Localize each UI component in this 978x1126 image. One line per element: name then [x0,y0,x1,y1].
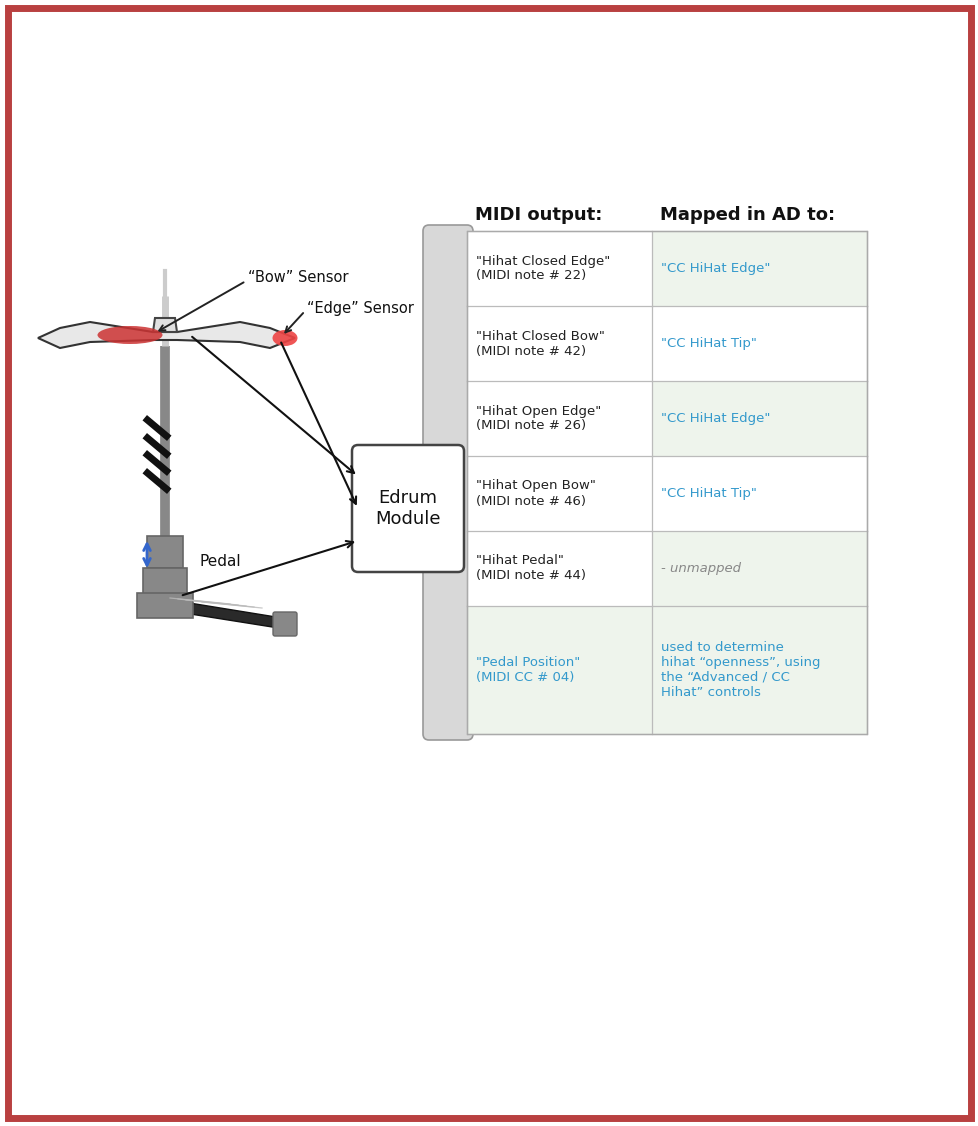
FancyBboxPatch shape [147,536,183,568]
Text: Pedal: Pedal [200,554,242,570]
FancyBboxPatch shape [273,613,296,636]
Text: "Hihat Pedal"
(MIDI note # 44): "Hihat Pedal" (MIDI note # 44) [475,554,586,582]
Text: "Hihat Closed Bow"
(MIDI note # 42): "Hihat Closed Bow" (MIDI note # 42) [475,330,604,357]
FancyBboxPatch shape [137,593,193,618]
Text: "CC HiHat Edge": "CC HiHat Edge" [660,412,770,425]
Text: MIDI output:: MIDI output: [474,206,601,224]
Text: Edrum
Module: Edrum Module [375,489,440,528]
Polygon shape [38,322,294,348]
Text: “Edge” Sensor: “Edge” Sensor [307,301,414,315]
FancyBboxPatch shape [422,225,472,740]
Text: "Hihat Open Edge"
(MIDI note # 26): "Hihat Open Edge" (MIDI note # 26) [475,404,600,432]
FancyBboxPatch shape [467,231,651,306]
Polygon shape [140,595,285,629]
FancyBboxPatch shape [467,381,651,456]
FancyBboxPatch shape [651,381,867,456]
Ellipse shape [272,330,297,346]
Text: "Hihat Open Bow"
(MIDI note # 46): "Hihat Open Bow" (MIDI note # 46) [475,480,596,508]
FancyBboxPatch shape [352,445,464,572]
Text: Mapped in AD to:: Mapped in AD to: [659,206,834,224]
Text: “Bow” Sensor: “Bow” Sensor [247,270,348,286]
FancyBboxPatch shape [651,306,867,381]
Ellipse shape [98,327,162,345]
FancyBboxPatch shape [467,456,651,531]
FancyBboxPatch shape [651,231,867,306]
FancyBboxPatch shape [651,456,867,531]
Text: - unmapped: - unmapped [660,562,740,575]
FancyBboxPatch shape [651,531,867,606]
Text: "CC HiHat Edge": "CC HiHat Edge" [660,262,770,275]
Text: "Pedal Position"
(MIDI CC # 04): "Pedal Position" (MIDI CC # 04) [475,656,580,683]
FancyBboxPatch shape [467,531,651,606]
Text: "CC HiHat Tip": "CC HiHat Tip" [660,488,756,500]
Text: "CC HiHat Tip": "CC HiHat Tip" [660,337,756,350]
FancyBboxPatch shape [143,568,187,595]
FancyBboxPatch shape [651,606,867,734]
FancyBboxPatch shape [467,306,651,381]
FancyBboxPatch shape [467,606,651,734]
Text: used to determine
hihat “openness”, using
the “Advanced / CC
Hihat” controls: used to determine hihat “openness”, usin… [660,641,820,699]
Polygon shape [153,318,177,332]
Text: "Hihat Closed Edge"
(MIDI note # 22): "Hihat Closed Edge" (MIDI note # 22) [475,254,609,283]
